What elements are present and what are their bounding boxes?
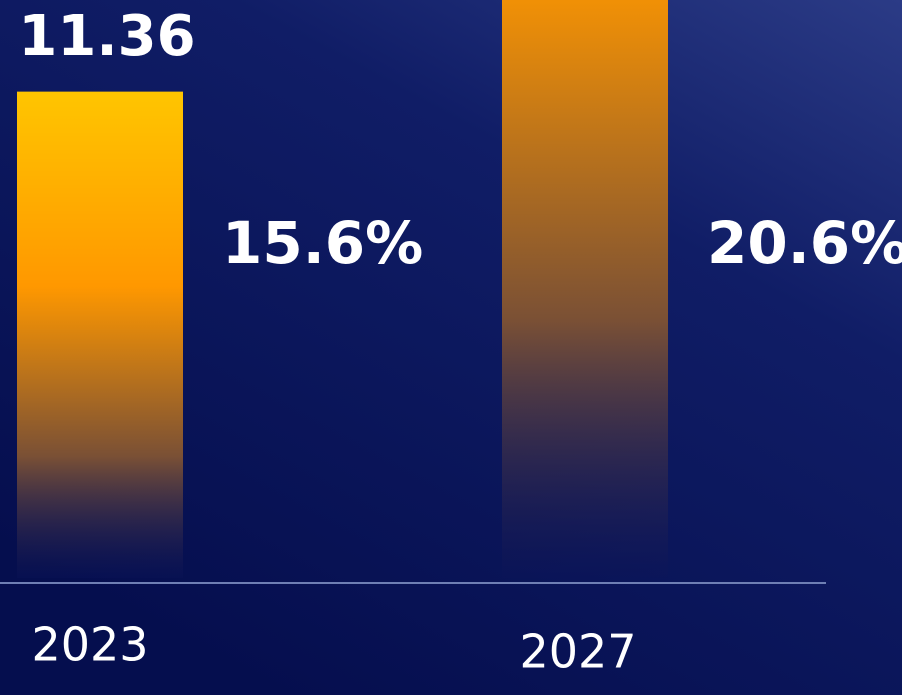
x-tick-label: 2027	[519, 625, 636, 679]
value-label: 11.36	[18, 4, 195, 69]
bar	[502, 0, 668, 578]
x-tick-label: 2023	[31, 618, 148, 672]
annotation: 20.6%	[707, 209, 902, 277]
annotation: 15.6%	[222, 209, 423, 277]
bar	[17, 91, 183, 578]
